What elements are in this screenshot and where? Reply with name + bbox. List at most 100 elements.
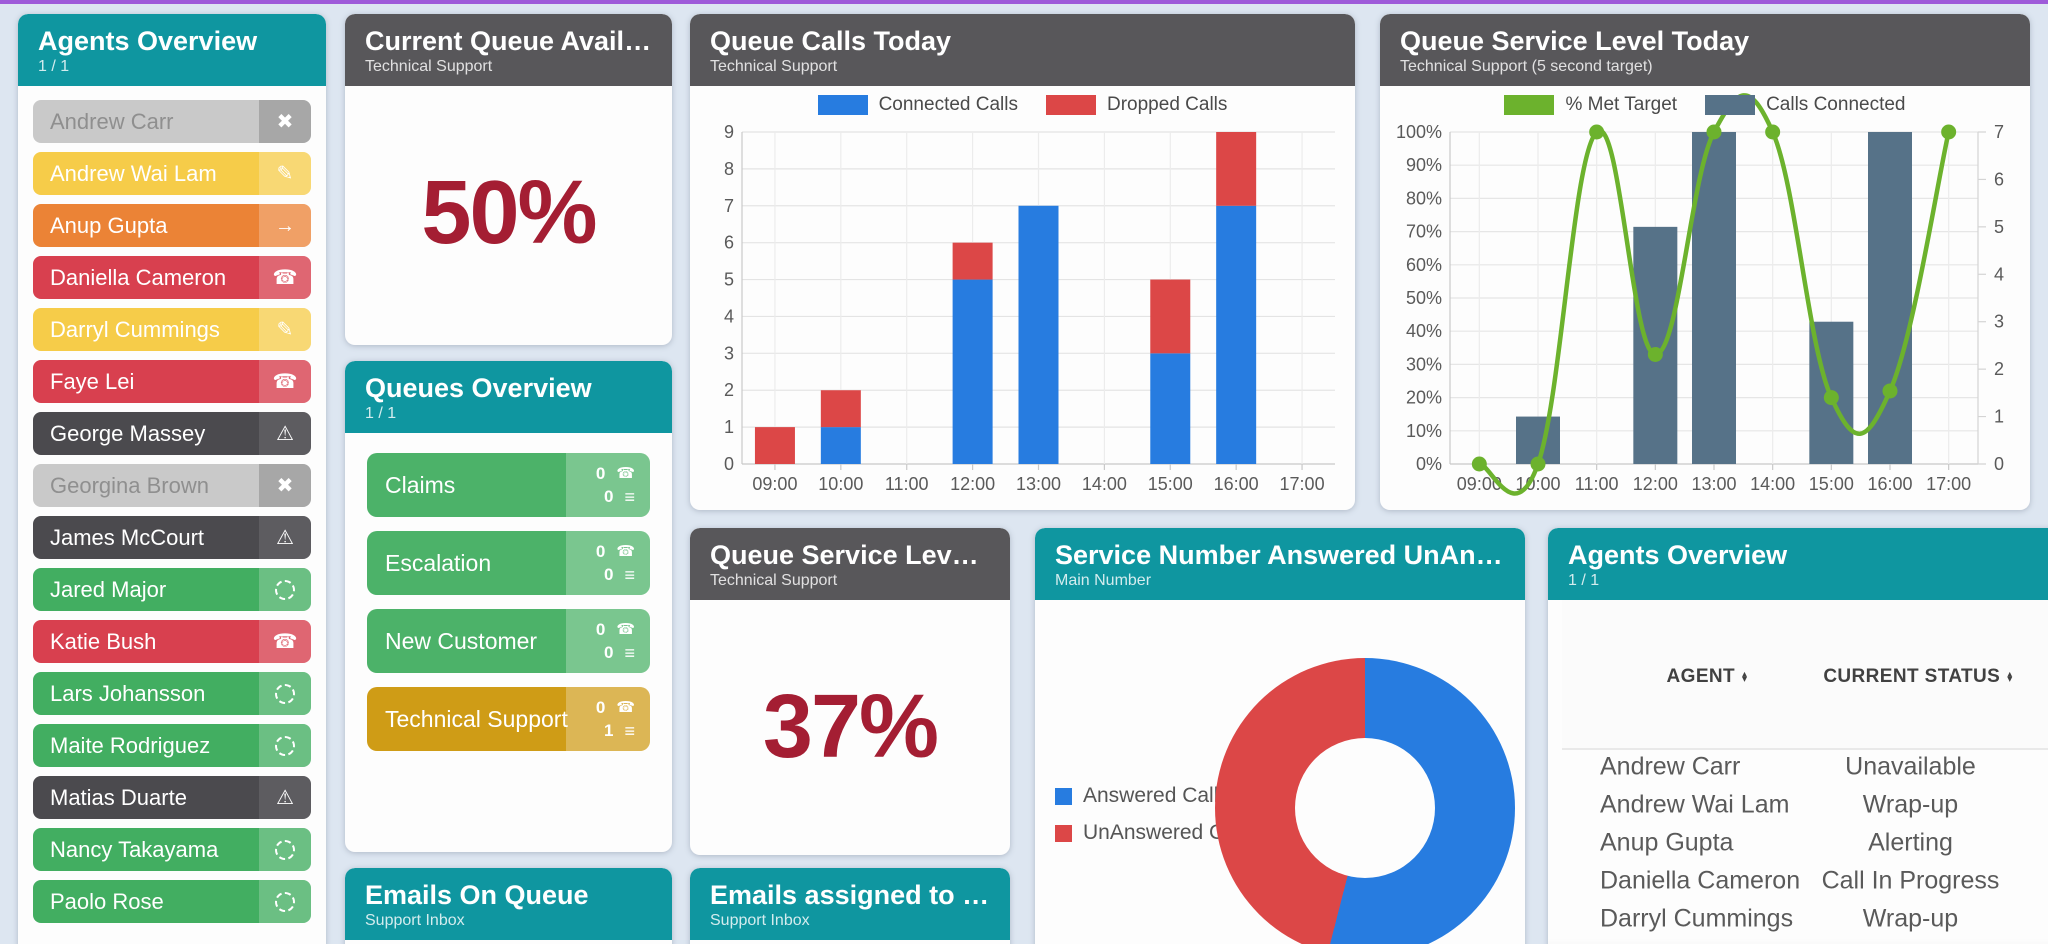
agent-row[interactable]: Maite Rodriguez bbox=[33, 724, 311, 767]
service-level-value-header: Queue Service Level Today Technical Supp… bbox=[690, 528, 1010, 600]
table-row: Anup Gupta Alerting bbox=[1562, 824, 2048, 862]
agent-row[interactable]: Andrew Carr ✖ bbox=[33, 100, 311, 143]
agent-row[interactable]: Lars Johansson bbox=[33, 672, 311, 715]
svg-text:30%: 30% bbox=[1406, 354, 1442, 374]
agent-row[interactable]: George Massey ⚠ bbox=[33, 412, 311, 455]
phone-icon: ☎ bbox=[616, 621, 635, 638]
agent-row[interactable]: Faye Lei ☎ bbox=[33, 360, 311, 403]
legend-item[interactable]: % Met Target bbox=[1504, 94, 1677, 116]
legend-swatch bbox=[1055, 787, 1072, 805]
svg-text:2: 2 bbox=[724, 380, 734, 400]
legend-swatch bbox=[1705, 95, 1756, 115]
queue-count-row: 0 ☎ bbox=[566, 464, 650, 484]
svg-text:13:00: 13:00 bbox=[1016, 474, 1061, 494]
legend-item[interactable]: UnAnswered Calls bbox=[1055, 821, 1256, 845]
svg-text:8: 8 bbox=[724, 159, 734, 179]
phone-icon: ☎ bbox=[616, 543, 635, 560]
queue-name: Technical Support bbox=[385, 705, 568, 732]
svg-text:10:00: 10:00 bbox=[818, 474, 863, 494]
agent-status-strip bbox=[259, 880, 311, 923]
panel-subtitle: Technical Support bbox=[710, 58, 838, 76]
warning-icon: ⚠ bbox=[276, 422, 294, 445]
agents-overview-header: Agents Overview 1 / 1 bbox=[18, 14, 326, 86]
svg-text:1: 1 bbox=[1994, 407, 2004, 427]
table-cell-agent: Andrew Wai Lam bbox=[1600, 790, 1790, 819]
panel-title: Queues Overview bbox=[365, 373, 592, 403]
panel-title: Current Queue Availability bbox=[365, 26, 652, 56]
service-level-value-panel: Queue Service Level Today Technical Supp… bbox=[690, 528, 1010, 855]
donut-legend: Answered Calls UnAnswered Calls bbox=[1055, 784, 1256, 845]
queue-item[interactable]: Claims 0 ☎ 0 ≡ bbox=[367, 453, 650, 517]
column-label: AGENT bbox=[1666, 666, 1736, 687]
queue-count-value: 1 bbox=[604, 720, 614, 740]
svg-text:70%: 70% bbox=[1406, 222, 1442, 242]
table-scroll-fade bbox=[1548, 938, 2048, 944]
agent-row[interactable]: Katie Bush ☎ bbox=[33, 620, 311, 663]
queue-counts-strip: 0 ☎ 1 ≡ bbox=[566, 687, 650, 751]
svg-text:4: 4 bbox=[1994, 264, 2004, 284]
table-row: Daniella Cameron Call In Progress bbox=[1562, 862, 2048, 900]
queue-name: Escalation bbox=[385, 549, 492, 576]
spinner-icon bbox=[275, 579, 295, 600]
agent-name: Maite Rodriguez bbox=[50, 732, 211, 758]
agent-row[interactable]: Georgina Brown ✖ bbox=[33, 464, 311, 507]
warning-icon: ⚠ bbox=[276, 526, 294, 549]
agent-row[interactable]: Darryl Cummings ✎ bbox=[33, 308, 311, 351]
legend-label: UnAnswered Calls bbox=[1083, 821, 1256, 844]
agent-row[interactable]: Jared Major bbox=[33, 568, 311, 611]
svg-text:11:00: 11:00 bbox=[1575, 474, 1619, 494]
legend-item[interactable]: Connected Calls bbox=[817, 94, 1018, 116]
queue-calls-legend: Connected Calls Dropped Calls bbox=[690, 94, 1355, 116]
queue-name: Claims bbox=[385, 471, 456, 498]
spinner-icon bbox=[275, 839, 295, 860]
agent-status-strip bbox=[259, 568, 311, 611]
queue-count-row: 0 ≡ bbox=[566, 487, 650, 507]
panel-title: Emails On Queue bbox=[365, 880, 589, 910]
legend-swatch bbox=[1055, 824, 1072, 842]
current-queue-availability-header: Current Queue Availability Technical Sup… bbox=[345, 14, 672, 86]
queue-item[interactable]: New Customer 0 ☎ 0 ≡ bbox=[367, 609, 650, 673]
agent-row[interactable]: Andrew Wai Lam ✎ bbox=[33, 152, 311, 195]
legend-item[interactable]: Calls Connected bbox=[1705, 94, 1906, 116]
panel-subtitle: Support Inbox bbox=[710, 912, 810, 930]
agent-row[interactable]: Nancy Takayama bbox=[33, 828, 311, 871]
svg-text:16:00: 16:00 bbox=[1867, 474, 1912, 494]
edit-icon: ✎ bbox=[276, 318, 294, 341]
agent-status-strip: ✖ bbox=[259, 464, 311, 507]
svg-text:1: 1 bbox=[724, 417, 734, 437]
table-cell-agent: Anup Gupta bbox=[1600, 828, 1734, 857]
list-icon: ≡ bbox=[624, 720, 635, 741]
service-level-chart-panel: Queue Service Level Today Technical Supp… bbox=[1380, 14, 2030, 510]
queue-item[interactable]: Escalation 0 ☎ 0 ≡ bbox=[367, 531, 650, 595]
queue-count-value: 0 bbox=[604, 486, 614, 506]
legend-item[interactable]: Dropped Calls bbox=[1046, 94, 1227, 116]
queue-count-row: 1 ≡ bbox=[566, 721, 650, 741]
svg-text:40%: 40% bbox=[1406, 321, 1442, 341]
agent-row[interactable]: Anup Gupta → bbox=[33, 204, 311, 247]
column-header-agent[interactable]: AGENT ▴ ▾ bbox=[1622, 666, 1792, 688]
answered-unanswered-panel: Service Number Answered UnAnswered Calls… bbox=[1035, 528, 1525, 944]
panel-title: Queue Service Level Today bbox=[1400, 26, 1750, 56]
agent-status-strip: ⚠ bbox=[259, 412, 311, 455]
queue-item[interactable]: Technical Support 0 ☎ 1 ≡ bbox=[367, 687, 650, 751]
agent-row[interactable]: Matias Duarte ⚠ bbox=[33, 776, 311, 819]
column-header-current-status[interactable]: CURRENT STATUS ▴ ▾ bbox=[1798, 666, 2038, 688]
agent-status-strip: ✖ bbox=[259, 100, 311, 143]
legend-label: Connected Calls bbox=[878, 94, 1018, 115]
svg-text:4: 4 bbox=[724, 306, 734, 326]
agent-status-strip bbox=[259, 724, 311, 767]
answered-unanswered-header: Service Number Answered UnAnswered Calls… bbox=[1035, 528, 1525, 600]
svg-text:14:00: 14:00 bbox=[1750, 474, 1795, 494]
emails-on-queue-panel: Emails On Queue Support Inbox bbox=[345, 868, 672, 944]
agent-row[interactable]: James McCourt ⚠ bbox=[33, 516, 311, 559]
agent-row[interactable]: Paolo Rose bbox=[33, 880, 311, 923]
queue-counts-strip: 0 ☎ 0 ≡ bbox=[566, 531, 650, 595]
agent-row[interactable]: Daniella Cameron ☎ bbox=[33, 256, 311, 299]
queue-name: New Customer bbox=[385, 627, 538, 654]
svg-text:09:00: 09:00 bbox=[752, 474, 797, 494]
edit-icon: ✎ bbox=[276, 162, 294, 185]
legend-item[interactable]: Answered Calls bbox=[1055, 784, 1256, 808]
table-cell-agent: Andrew Carr bbox=[1600, 752, 1741, 781]
queue-count-value: 0 bbox=[595, 463, 606, 483]
